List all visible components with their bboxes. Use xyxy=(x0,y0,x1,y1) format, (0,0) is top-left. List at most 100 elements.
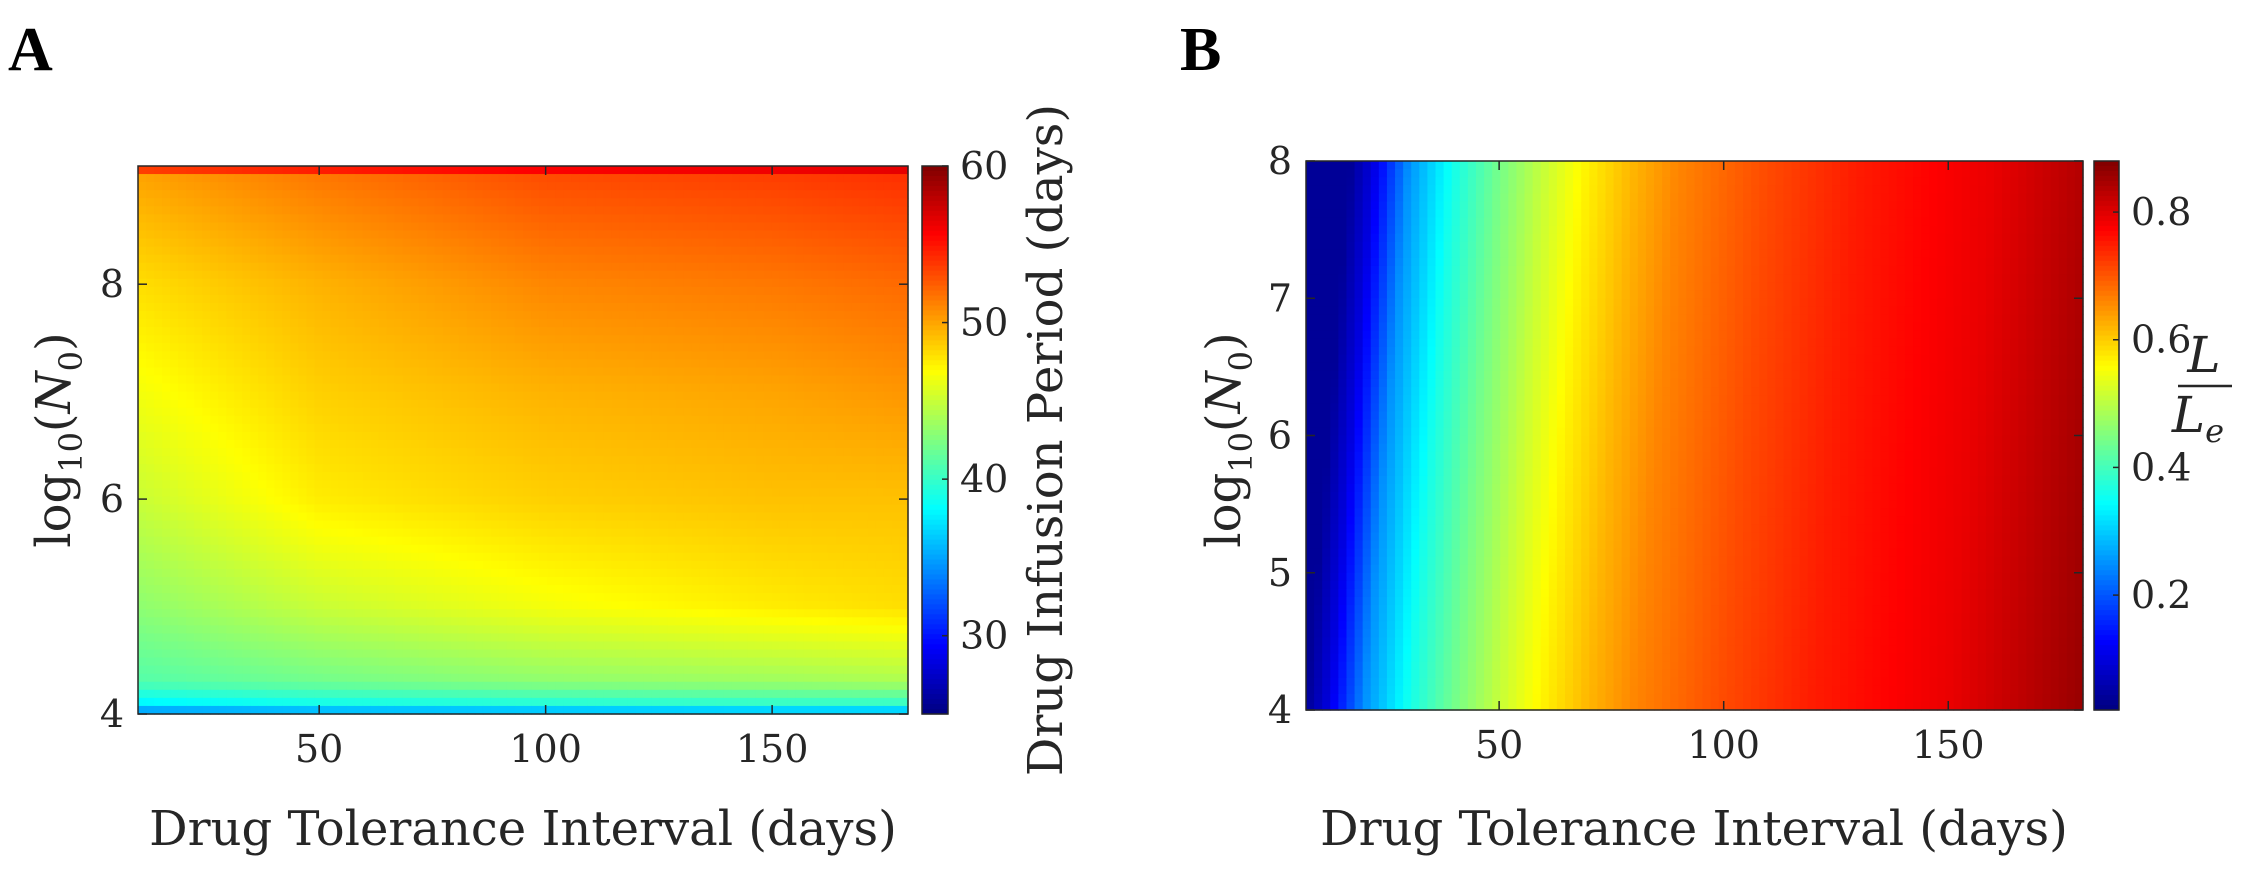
panel-a-heatmap-cell xyxy=(266,415,275,425)
panel-a-heatmap-cell xyxy=(747,423,757,433)
panel-a-heatmap-cell xyxy=(763,512,773,522)
panel-a-heatmap-cell xyxy=(539,560,548,570)
panel-a-heatmap-cell xyxy=(819,286,829,296)
panel-a-heatmap-cell xyxy=(402,335,412,344)
panel-a-heatmap-cell xyxy=(514,440,524,449)
panel-a-heatmap-cell xyxy=(667,294,676,304)
panel-a-heatmap-cell xyxy=(458,222,468,232)
panel-a-heatmap-cell xyxy=(410,431,420,441)
panel-a-heatmap-cell xyxy=(298,270,308,280)
panel-a-heatmap-cell xyxy=(579,351,588,361)
panel-a-heatmap-cell xyxy=(426,343,436,352)
panel-a-heatmap-cell xyxy=(186,214,195,224)
panel-a-heatmap-cell xyxy=(338,238,348,248)
panel-a-heatmap-cell xyxy=(210,504,219,514)
panel-a-heatmap-cell xyxy=(859,335,869,344)
panel-a-heatmap-cell xyxy=(771,464,781,473)
panel-a-heatmap-cell xyxy=(290,415,300,425)
panel-a-heatmap-cell xyxy=(867,262,877,272)
panel-a-heatmap-cell xyxy=(787,214,797,224)
panel-a-heatmap-cell xyxy=(234,431,243,441)
panel-a-heatmap-cell xyxy=(675,286,685,296)
panel-a-heatmap-cell xyxy=(851,238,861,248)
panel-a-heatmap-cell xyxy=(354,480,364,489)
panel-a-heatmap-cell xyxy=(571,254,580,264)
panel-a-heatmap-cell xyxy=(723,230,733,240)
panel-a-heatmap-cell xyxy=(779,238,789,248)
panel-a-heatmap-cell xyxy=(755,327,765,336)
panel-a-heatmap-cell xyxy=(514,399,524,409)
panel-a-heatmap-cell xyxy=(699,303,709,312)
panel-a-heatmap-cell xyxy=(434,182,444,191)
panel-a-heatmap-cell xyxy=(362,174,372,183)
panel-a-heatmap-cell xyxy=(723,456,733,465)
panel-a-heatmap-cell xyxy=(859,504,869,514)
panel-a-heatmap-cell xyxy=(474,206,484,215)
panel-a-heatmap-cell xyxy=(386,214,396,224)
panel-a-heatmap-cell xyxy=(659,190,668,199)
panel-a-heatmap-cell xyxy=(619,488,628,498)
panel-a-heatmap-cell xyxy=(314,488,324,498)
panel-a-heatmap-cell xyxy=(739,448,749,457)
panel-a-heatmap-cell xyxy=(458,294,468,304)
panel-a-heatmap-cell xyxy=(699,407,709,417)
panel-a-heatmap-cell xyxy=(859,399,869,409)
panel-a-heatmap-cell xyxy=(651,214,660,224)
panel-a-heatmap-cell xyxy=(434,230,444,240)
panel-a-heatmap-cell xyxy=(162,464,171,473)
panel-a-heatmap-cell xyxy=(354,238,364,248)
panel-a-heatmap-cell xyxy=(338,560,348,570)
panel-a-heatmap-cell xyxy=(579,367,588,377)
panel-a-heatmap-cell xyxy=(498,472,508,481)
panel-a-heatmap-cell xyxy=(835,440,845,449)
panel-a-heatmap-cell xyxy=(819,246,829,256)
panel-a-heatmap-cell xyxy=(667,238,676,248)
panel-a-heatmap-cell xyxy=(619,246,628,256)
panel-a-heatmap-cell xyxy=(346,399,356,409)
panel-a-heatmap-cell xyxy=(611,190,620,199)
panel-a-heatmap-cell xyxy=(755,254,765,264)
panel-a-heatmap-cell xyxy=(314,520,324,530)
panel-a-heatmap-cell xyxy=(899,246,909,256)
panel-a-heatmap-cell xyxy=(362,528,372,538)
panel-a-heatmap-cell xyxy=(715,327,725,336)
panel-a-heatmap-cell xyxy=(603,222,612,232)
panel-a-heatmap-cell xyxy=(811,512,821,522)
panel-a-heatmap-cell xyxy=(827,568,837,578)
panel-a-heatmap-cell xyxy=(234,415,243,425)
panel-a-heatmap-cell xyxy=(603,448,612,457)
panel-a-heatmap-cell xyxy=(338,512,348,522)
panel-a-heatmap-cell xyxy=(466,182,476,191)
panel-a-heatmap-cell xyxy=(434,222,444,232)
panel-a-heatmap-cell xyxy=(843,512,853,522)
panel-a-heatmap-cell xyxy=(442,472,452,481)
panel-a-heatmap-cell xyxy=(354,496,364,506)
panel-a-heatmap-cell xyxy=(643,528,652,538)
panel-a-heatmap-cell xyxy=(627,246,636,256)
panel-a-heatmap-cell xyxy=(490,190,500,199)
panel-a-heatmap-cell xyxy=(394,399,404,409)
panel-a-heatmap-cell xyxy=(442,536,452,546)
panel-a-heatmap-cell xyxy=(234,504,243,514)
panel-a-heatmap-cell xyxy=(138,456,147,465)
panel-a-heatmap-cell xyxy=(250,431,259,441)
panel-a-heatmap-cell xyxy=(354,520,364,530)
panel-a-heatmap-cell xyxy=(266,270,275,280)
panel-a-heatmap-cell xyxy=(891,407,901,417)
panel-a-heatmap-cell xyxy=(442,174,452,183)
panel-a-heatmap-cell xyxy=(747,351,757,361)
panel-a-heatmap-cell xyxy=(651,440,660,449)
panel-a-heatmap-cell xyxy=(282,520,291,530)
panel-a-heatmap-cell xyxy=(210,536,219,546)
panel-a-heatmap-cell xyxy=(835,423,845,433)
panel-a-heatmap-cell xyxy=(410,198,420,207)
panel-a-heatmap-cell xyxy=(739,399,749,409)
panel-a-heatmap-cell xyxy=(362,440,372,449)
panel-a-heatmap-cell xyxy=(458,504,468,514)
panel-a-heatmap-cell xyxy=(587,423,596,433)
panel-a-heatmap-cell xyxy=(763,254,773,264)
panel-a-heatmap-cell xyxy=(226,456,235,465)
panel-a-heatmap-cell xyxy=(619,375,628,385)
panel-a-heatmap-cell xyxy=(779,560,789,570)
panel-a-heatmap-cell xyxy=(178,303,187,312)
